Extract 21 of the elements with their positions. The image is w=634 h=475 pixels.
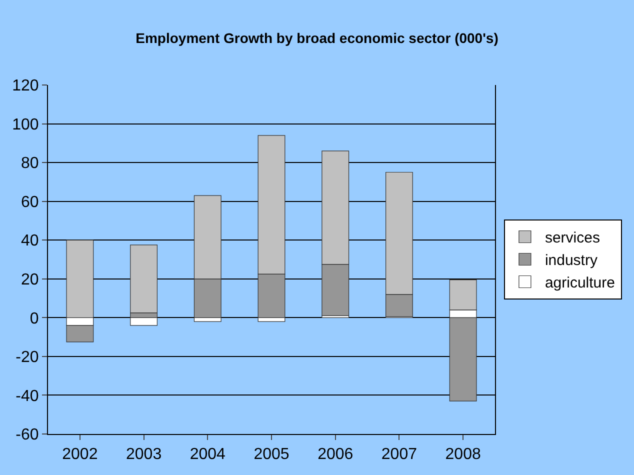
- x-tick-label: 2004: [190, 446, 226, 464]
- x-tick-label: 2003: [126, 446, 162, 464]
- y-tick-label: 0: [30, 310, 39, 328]
- legend-label: industry: [544, 252, 598, 270]
- y-tick-label: 100: [12, 116, 39, 134]
- y-tick-label: 20: [21, 271, 39, 288]
- chart-title: Employment Growth by broad economic sector (000's): [136, 30, 498, 46]
- y-tick-label: 80: [21, 155, 39, 172]
- y-tick-label: 40: [21, 232, 39, 250]
- legend-label: agriculture: [544, 274, 615, 292]
- y-tick-label: -60: [16, 426, 39, 444]
- x-tick-label: 2002: [62, 446, 98, 464]
- y-tick-label: 120: [12, 78, 39, 95]
- y-tick-label: 60: [21, 194, 39, 211]
- x-tick-label: 2008: [445, 446, 481, 464]
- x-tick-label: 2005: [254, 446, 290, 464]
- x-tick-label: 2007: [381, 446, 418, 464]
- y-tick-label: -40: [16, 388, 39, 405]
- legend-label: services: [544, 230, 600, 247]
- x-tick-label: 2006: [318, 446, 354, 464]
- y-tick-label: -20: [16, 349, 39, 366]
